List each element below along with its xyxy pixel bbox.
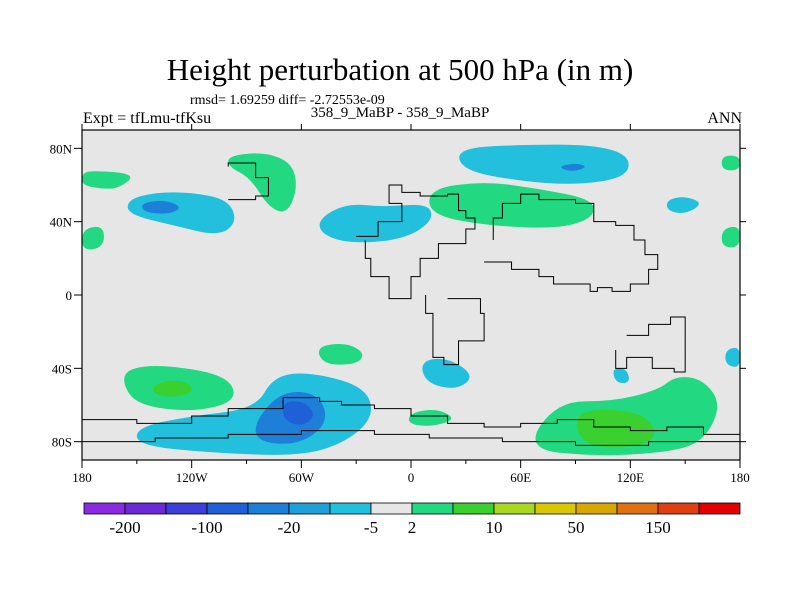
colorbar-label: 10 bbox=[486, 518, 503, 537]
colorbar-box bbox=[370, 502, 413, 515]
contour-blob-nh-north-america-core bbox=[142, 200, 179, 214]
stats-line: rmsd= 1.69259 diff= -2.72553e-09 bbox=[190, 93, 385, 108]
contour-blob-nh-siberia-core bbox=[561, 163, 585, 171]
y-tick-label: 40S bbox=[52, 361, 72, 376]
colorbar-box bbox=[411, 502, 454, 515]
coastline-africa-europe bbox=[356, 184, 476, 300]
contour-blob-sh-australia bbox=[613, 368, 629, 383]
contour-blob-nh-siberia bbox=[459, 144, 629, 184]
chart-subtitle: 358_9_MaBP - 358_9_MaBP bbox=[310, 105, 490, 121]
colorbar-box bbox=[124, 502, 167, 515]
contour-blob-sh-southern-ocean-core bbox=[577, 409, 654, 448]
colorbar-box bbox=[493, 502, 536, 515]
contour-blob-nh-pacific-east-edge bbox=[721, 155, 740, 171]
colorbar-box bbox=[206, 502, 249, 515]
colorbar-box bbox=[616, 502, 659, 515]
coastline-greenland bbox=[227, 162, 269, 201]
colorbar-label: 150 bbox=[645, 518, 671, 537]
coastline-arabia-india bbox=[484, 193, 659, 292]
contour-blob-sh-atlantic bbox=[318, 344, 363, 365]
contour-blob-sh-south-africa bbox=[408, 410, 452, 426]
colorbar-box bbox=[698, 502, 741, 515]
coastline-africa-south bbox=[425, 295, 485, 366]
colorbar-box bbox=[165, 502, 208, 515]
experiment-label: Expt = tfLmu-tfKsu bbox=[83, 110, 212, 127]
coastline-australia bbox=[615, 316, 686, 373]
contour-blob-nh-east-pacific bbox=[82, 171, 131, 189]
y-tick-label: 80N bbox=[50, 141, 73, 156]
colorbar-box bbox=[329, 502, 372, 515]
chart-title: Height perturbation at 500 hPa (in m) bbox=[166, 52, 634, 87]
contour-blob-nh-west-pacific-edge bbox=[82, 226, 104, 250]
colorbar-label: 2 bbox=[408, 518, 417, 537]
contour-blob-nh-canada bbox=[228, 153, 296, 212]
x-tick-label: 120E bbox=[617, 470, 645, 485]
contour-blob-sh-south-pacific-core bbox=[153, 380, 192, 397]
x-tick-label: 60W bbox=[289, 470, 315, 485]
x-tick-label: 180 bbox=[72, 470, 92, 485]
contour-blob-sh-indian bbox=[422, 358, 470, 388]
contour-blob-nh-pacific-east-edge2 bbox=[721, 226, 740, 248]
colorbar-label: -5 bbox=[364, 518, 378, 537]
colorbar-box bbox=[83, 502, 126, 515]
colorbar-box bbox=[452, 502, 495, 515]
contour-blob-nh-east-asia bbox=[666, 197, 699, 213]
season-label: ANN bbox=[707, 110, 742, 127]
colorbar-box bbox=[534, 502, 577, 515]
coastline-south-america-antarctic bbox=[82, 397, 740, 435]
colorbar-box bbox=[288, 502, 331, 515]
contour-blob-sh-antarctic-deep bbox=[283, 401, 313, 425]
y-tick-label: 0 bbox=[66, 288, 73, 303]
colorbar-box bbox=[657, 502, 700, 515]
colorbar-box bbox=[247, 502, 290, 515]
x-tick-label: 60E bbox=[510, 470, 531, 485]
contour-blob-sh-east-edge bbox=[725, 347, 740, 367]
contour-blob-nh-eurasia bbox=[429, 183, 594, 228]
coastline-antarctic-inner bbox=[82, 430, 740, 446]
x-tick-label: 0 bbox=[408, 470, 415, 485]
colorbar-label: 50 bbox=[568, 518, 585, 537]
colorbar-label: -100 bbox=[191, 518, 222, 537]
colorbar-box bbox=[575, 502, 618, 515]
y-tick-label: 80S bbox=[52, 435, 72, 450]
x-tick-label: 180 bbox=[730, 470, 750, 485]
x-tick-label: 120W bbox=[176, 470, 209, 485]
colorbar-label: -20 bbox=[278, 518, 301, 537]
contour-blob-nh-north-atlantic bbox=[319, 204, 432, 243]
colorbar-label: -200 bbox=[109, 518, 140, 537]
y-tick-label: 40N bbox=[50, 215, 73, 230]
